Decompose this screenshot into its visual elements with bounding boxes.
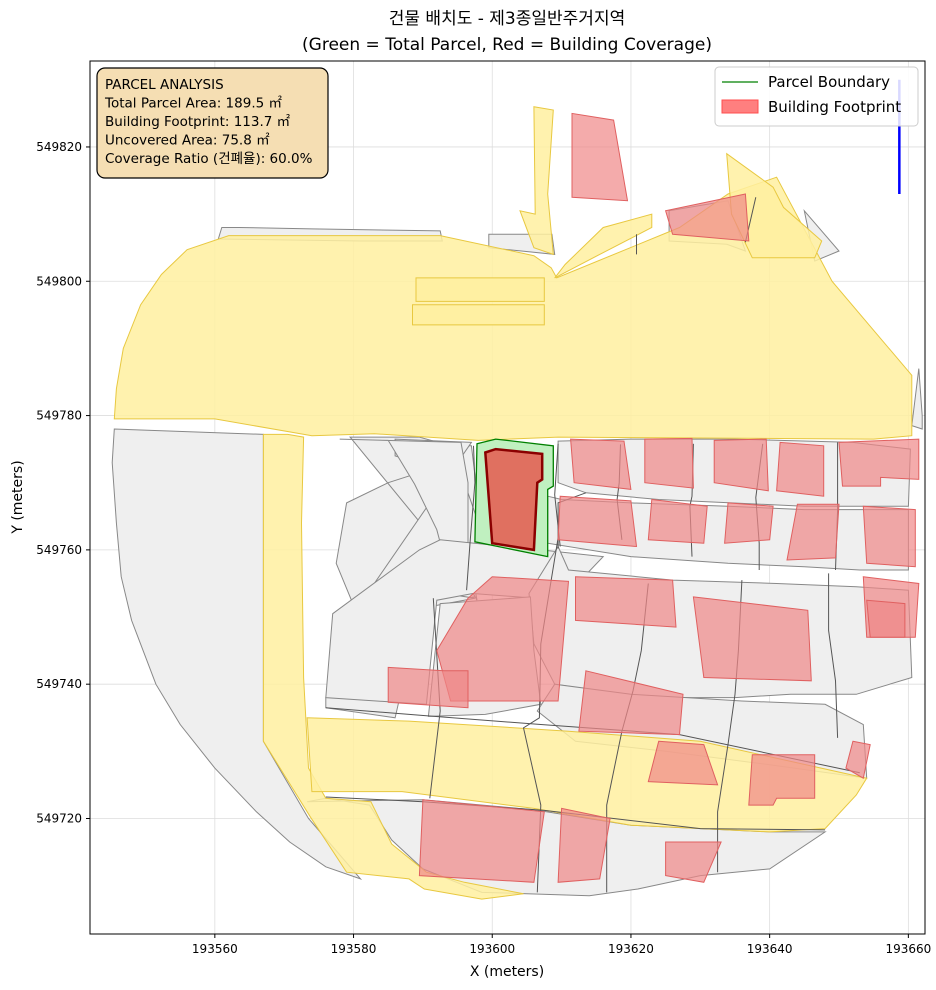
chart-title-line1: 건물 배치도 - 제3종일반주거지역: [389, 9, 625, 29]
road-polygon: [554, 213, 653, 279]
building-footprint: [838, 438, 920, 487]
parcel-polygon: [111, 428, 363, 880]
x-tick-label: 193600: [469, 942, 515, 956]
y-tick-label: 549760: [36, 543, 82, 557]
road-polygon: [262, 433, 524, 900]
info-line-uncovered: Uncovered Area: 75.8 ㎡: [105, 133, 270, 149]
parcel-boundary-line: [325, 707, 860, 774]
x-tick-label: 193640: [747, 942, 793, 956]
subject-parcel-layer: [474, 438, 554, 558]
road-polygon: [415, 277, 545, 302]
info-line-total-area: Total Parcel Area: 189.5 ㎡: [104, 96, 282, 112]
y-tick-label: 549820: [36, 140, 82, 154]
y-tick-label: 549740: [36, 677, 82, 691]
road-polygon: [519, 106, 554, 256]
building-footprint: [418, 799, 545, 883]
legend-frame: [714, 66, 919, 127]
legend: Parcel Boundary Building Footprint: [714, 66, 919, 127]
axes-frame: [89, 60, 926, 935]
building-footprint: [713, 438, 769, 492]
x-axis-label: X (meters): [470, 964, 544, 980]
building-layer: [387, 112, 920, 883]
building-footprint: [692, 596, 812, 682]
y-tick-label: 549800: [36, 274, 82, 288]
y-tick-label: 549780: [36, 409, 82, 423]
building-footprint: [644, 437, 694, 489]
building-footprint: [724, 502, 774, 544]
parcel-boundary-line: [429, 598, 441, 799]
building-footprint: [557, 495, 638, 548]
y-tick-label: 549720: [36, 811, 82, 825]
map-layers: [111, 79, 923, 900]
road-polygon: [412, 304, 545, 326]
road-layer: [113, 106, 913, 900]
info-box: PARCEL ANALYSIS Total Parcel Area: 189.5…: [96, 67, 329, 179]
building-footprint: [578, 670, 684, 736]
building-footprint: [436, 576, 570, 702]
building-footprint: [862, 505, 916, 568]
parcel-polygon: [911, 368, 923, 430]
x-tick-label: 193620: [608, 942, 654, 956]
building-footprint: [647, 498, 708, 544]
chart-title-line2: (Green = Total Parcel, Red = Building Co…: [302, 35, 712, 55]
parcel-boundary-line: [828, 573, 839, 738]
building-footprint: [866, 599, 906, 638]
y-axis-ticks: 549720 549740 549760 549780 549800 549820: [36, 140, 90, 825]
x-tick-label: 193560: [192, 942, 238, 956]
subject-building-footprint: [483, 447, 544, 552]
info-line-coverage: Coverage Ratio (건폐율): 60.0%: [105, 151, 313, 167]
parcel-boundary-line: [466, 445, 476, 591]
legend-building-label: Building Footprint: [768, 98, 901, 116]
info-box-background: [96, 67, 329, 179]
y-axis-label: Y (meters): [10, 460, 26, 534]
parcel-boundary-line: [325, 796, 826, 831]
building-footprint: [776, 441, 825, 497]
legend-parcel-label: Parcel Boundary: [768, 73, 890, 91]
building-footprint: [665, 841, 722, 883]
x-tick-label: 193660: [885, 942, 931, 956]
building-footprint: [575, 576, 677, 628]
building-footprint: [571, 112, 629, 202]
building-footprint: [557, 807, 611, 883]
legend-building-patch-swatch: [721, 99, 759, 114]
building-footprint: [845, 740, 871, 779]
building-footprint: [387, 666, 469, 709]
x-tick-label: 193580: [331, 942, 377, 956]
building-footprint: [647, 740, 719, 786]
building-footprint: [748, 754, 816, 806]
building-footprint: [786, 503, 840, 561]
info-line-heading: PARCEL ANALYSIS: [105, 77, 224, 93]
x-axis-ticks: 193560 193580 193600 193620 193640 193660: [192, 934, 931, 956]
info-line-footprint: Building Footprint: 113.7 ㎡: [105, 114, 291, 130]
building-footprint: [570, 438, 632, 490]
road-polygon: [306, 717, 868, 833]
building-footprint: [664, 193, 750, 242]
